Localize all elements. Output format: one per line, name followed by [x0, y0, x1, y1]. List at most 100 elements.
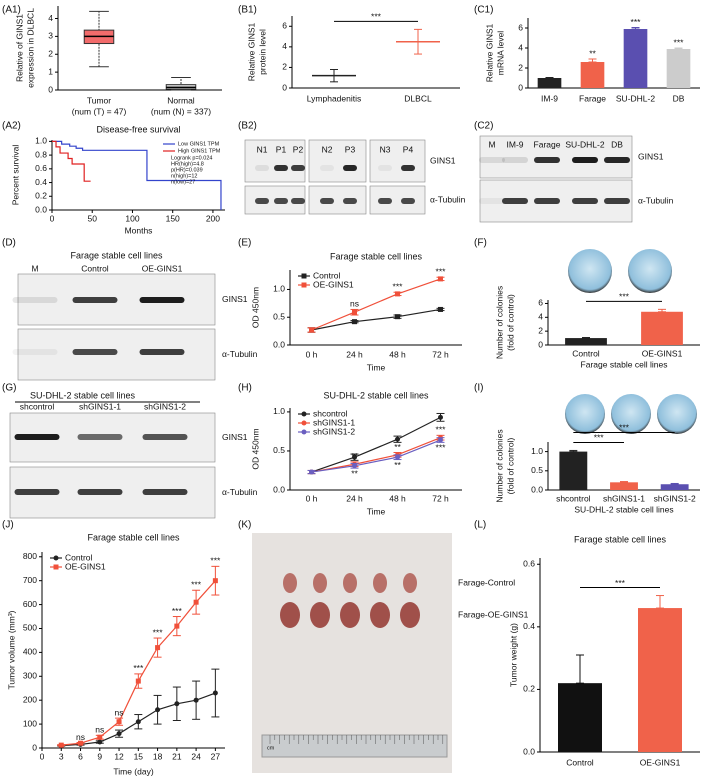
x-tick-label: 150	[166, 213, 180, 223]
significance-label: **	[351, 468, 358, 478]
lane-label: SU-DHL-2	[565, 139, 604, 149]
panel-label: (G)	[2, 383, 16, 394]
tumor	[310, 602, 330, 628]
panel-label: (L)	[474, 520, 486, 531]
y-axis-label: Tumor weight (g)	[508, 623, 518, 687]
band	[378, 198, 392, 204]
band	[534, 198, 560, 204]
y-axis-label: Number of colonies	[494, 429, 504, 502]
marker	[438, 276, 443, 282]
chart-title: Farage stable cell lines	[330, 251, 423, 261]
lane-label: Control	[81, 263, 109, 273]
y-tick-label: 0.4	[35, 177, 47, 187]
significance-label: ***	[619, 423, 630, 433]
x-tick-label: shGINS1-1	[603, 493, 645, 503]
band	[12, 349, 58, 355]
legend-marker	[53, 564, 59, 570]
y-tick-label: 700	[23, 575, 37, 585]
band	[255, 165, 269, 171]
colony-dishes	[565, 249, 697, 434]
stat-label: n(high)=12	[171, 173, 197, 179]
y-tick-label: 0.4	[523, 621, 535, 631]
x-tick-label: 24	[191, 751, 201, 761]
y-tick-label: 500	[23, 623, 37, 633]
panel-label: (I)	[474, 383, 483, 394]
chart-title: Farage stable cell lines	[574, 534, 667, 544]
y-tick-label: 0.6	[523, 559, 535, 569]
ruler-unit: cm	[267, 745, 275, 751]
panel-label: (B2)	[238, 121, 257, 132]
x-tick-sublabel: (num (T) = 47)	[72, 106, 127, 116]
legend-marker	[301, 282, 307, 288]
marker	[438, 437, 443, 443]
x-tick-label: DB	[673, 93, 685, 103]
marker	[193, 697, 199, 703]
panel-label: (C1)	[474, 5, 493, 16]
significance-label: ***	[594, 433, 605, 443]
y-axis-label: (fold of control)	[505, 294, 515, 351]
row-label: GINS1	[430, 155, 456, 165]
y-tick-label: 0.0	[273, 484, 285, 494]
y-tick-label: 4	[518, 42, 523, 52]
marker	[438, 306, 443, 312]
lane-label: P1	[276, 144, 287, 154]
legend-marker	[301, 420, 307, 426]
legend-label: Control	[65, 552, 93, 562]
x-tick-label: 0	[40, 751, 45, 761]
y-axis-label: protein level	[257, 29, 267, 75]
band	[72, 349, 118, 355]
x-tick-label: SU-DHL-2	[616, 93, 655, 103]
y-tick-label: 0	[32, 742, 37, 752]
y-tick-label: 2	[48, 49, 53, 59]
y-tick-label: 1.0	[273, 406, 285, 416]
lane-label: N1	[257, 144, 268, 154]
row-label: α-Tubulin	[430, 194, 466, 204]
y-tick-label: 0.2	[35, 191, 47, 201]
lane-label: shGINS1-2	[144, 401, 186, 411]
significance-label: ***	[674, 37, 685, 47]
tumor	[373, 573, 387, 593]
y-tick-label: 4	[538, 312, 543, 322]
significance-label: **	[394, 442, 401, 452]
legend-marker	[301, 411, 307, 417]
bar	[623, 29, 648, 88]
y-axis-label: Number of colonies	[494, 286, 504, 359]
stat-label: HR(high)=4.8	[171, 161, 204, 167]
bar	[558, 683, 602, 752]
band	[320, 198, 334, 204]
y-tick-label: 0	[282, 82, 287, 92]
bar	[559, 451, 588, 490]
x-tick-label: shGINS1-2	[654, 493, 696, 503]
significance-label: ***	[436, 443, 447, 453]
significance-label: ***	[393, 281, 404, 291]
band	[378, 165, 392, 171]
marker	[116, 719, 122, 725]
blot-title: Farage stable cell lines	[70, 250, 163, 260]
y-tick-label: 0.0	[523, 746, 535, 756]
band	[291, 165, 305, 171]
band	[139, 297, 185, 303]
marker	[395, 454, 400, 460]
x-axis-label: Months	[125, 225, 153, 235]
y-tick-label: 0	[48, 84, 53, 94]
stat-label: Logrank p=0.024	[171, 155, 212, 161]
marker	[193, 599, 199, 605]
marker	[352, 454, 357, 460]
band	[255, 198, 269, 204]
x-tick-label: Tumor	[87, 95, 111, 105]
legend-label: Control	[313, 270, 341, 280]
lane-label: Farage	[534, 139, 561, 149]
series-line	[52, 140, 91, 182]
x-tick-label: 0 h	[306, 493, 318, 503]
significance-label: ***	[619, 292, 630, 302]
significance-label: ***	[436, 425, 447, 435]
panel-label: (C2)	[474, 121, 493, 132]
y-axis-label: mRNA level	[495, 31, 505, 76]
row-label: GINS1	[222, 432, 248, 442]
x-tick-sublabel: (num (N) = 337)	[151, 106, 211, 116]
y-tick-label: 0.0	[273, 339, 285, 349]
marker	[97, 739, 103, 745]
significance-label: ***	[133, 663, 144, 673]
band	[604, 198, 630, 204]
lane-label: N3	[380, 144, 391, 154]
